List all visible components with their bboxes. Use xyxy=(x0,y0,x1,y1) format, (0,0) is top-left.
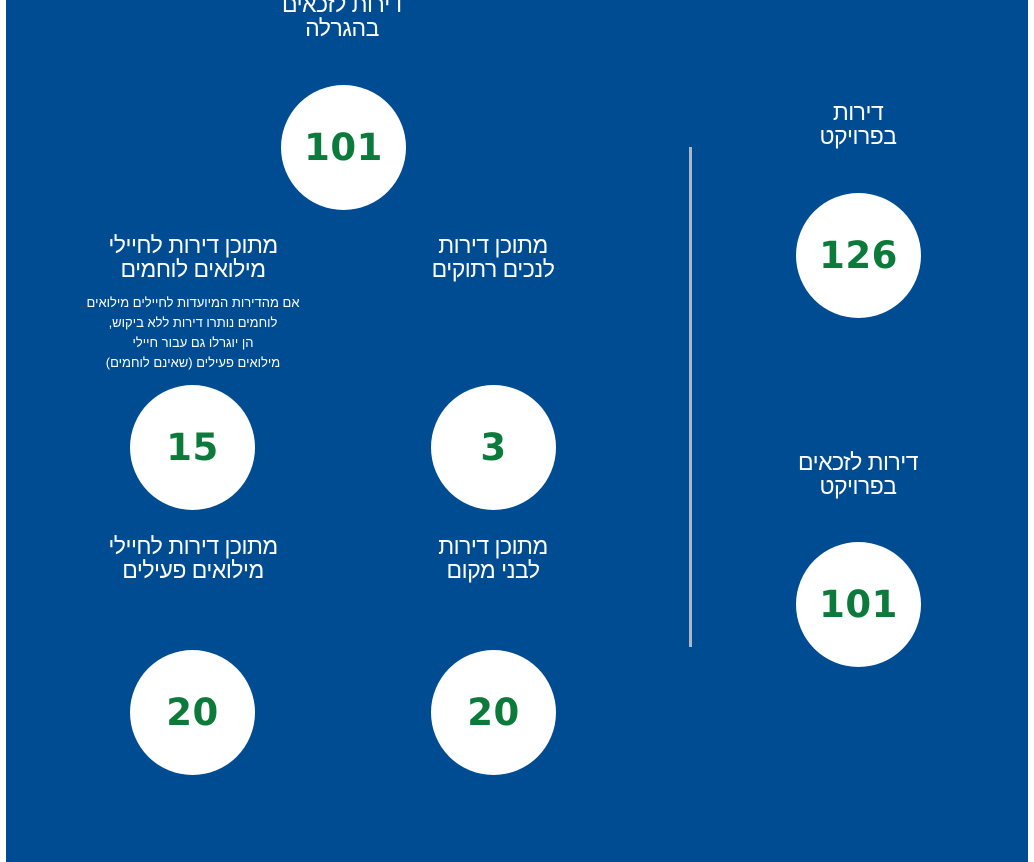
combat-reservists-note: אם מהדירות המיועדות לחיילים מילואים לוחמ… xyxy=(86,295,300,370)
project-eligible-label: דירות לזכאים בפרויקט xyxy=(797,449,919,499)
project-total-circle: 126 xyxy=(796,193,921,318)
active-reservists-circle: 20 xyxy=(130,650,255,775)
active-reservists-label: מתוכן דירות לחיילי מילואים פעילים xyxy=(108,533,278,583)
combat-reservists-circle: 15 xyxy=(130,385,255,510)
local-residents-label: מתוכן דירות לבני מקום xyxy=(438,533,548,583)
disabled-veterans-label: מתוכן דירות לנכים רתוקים xyxy=(431,232,555,282)
combat-reservists-label: מתוכן דירות לחיילי מילואים לוחמים xyxy=(108,232,278,282)
project-eligible-value: 101 xyxy=(819,583,898,626)
project-total-label: דירות בפרויקט xyxy=(819,99,897,149)
disabled-veterans-value: 3 xyxy=(480,426,507,469)
lottery-eligible-circle: 101 xyxy=(281,85,406,210)
project-eligible-circle: 101 xyxy=(796,542,921,667)
combat-reservists-heading: מתוכן דירות לחיילי מילואים לוחמים אם מהד… xyxy=(73,233,313,373)
local-residents-circle: 20 xyxy=(431,650,556,775)
project-total-value: 126 xyxy=(819,234,898,277)
active-reservists-heading: מתוכן דירות לחיילי מילואים פעילים xyxy=(93,534,293,582)
stats-panel: דירות לזכאים בהגרלה 101 מתוכן דירות לנכי… xyxy=(6,0,1028,862)
project-eligible-heading: דירות לזכאים בפרויקט xyxy=(768,450,948,498)
project-total-heading: דירות בפרויקט xyxy=(768,100,948,148)
active-reservists-value: 20 xyxy=(166,691,219,734)
lottery-eligible-value: 101 xyxy=(304,126,383,169)
local-residents-heading: מתוכן דירות לבני מקום xyxy=(413,534,573,582)
column-divider xyxy=(689,147,692,647)
local-residents-value: 20 xyxy=(467,691,520,734)
lottery-eligible-label: דירות לזכאים בהגרלה xyxy=(281,0,403,41)
disabled-veterans-heading: מתוכן דירות לנכים רתוקים xyxy=(413,233,573,281)
combat-reservists-value: 15 xyxy=(166,426,219,469)
lottery-eligible-heading: דירות לזכאים בהגרלה xyxy=(252,0,432,40)
disabled-veterans-circle: 3 xyxy=(431,385,556,510)
